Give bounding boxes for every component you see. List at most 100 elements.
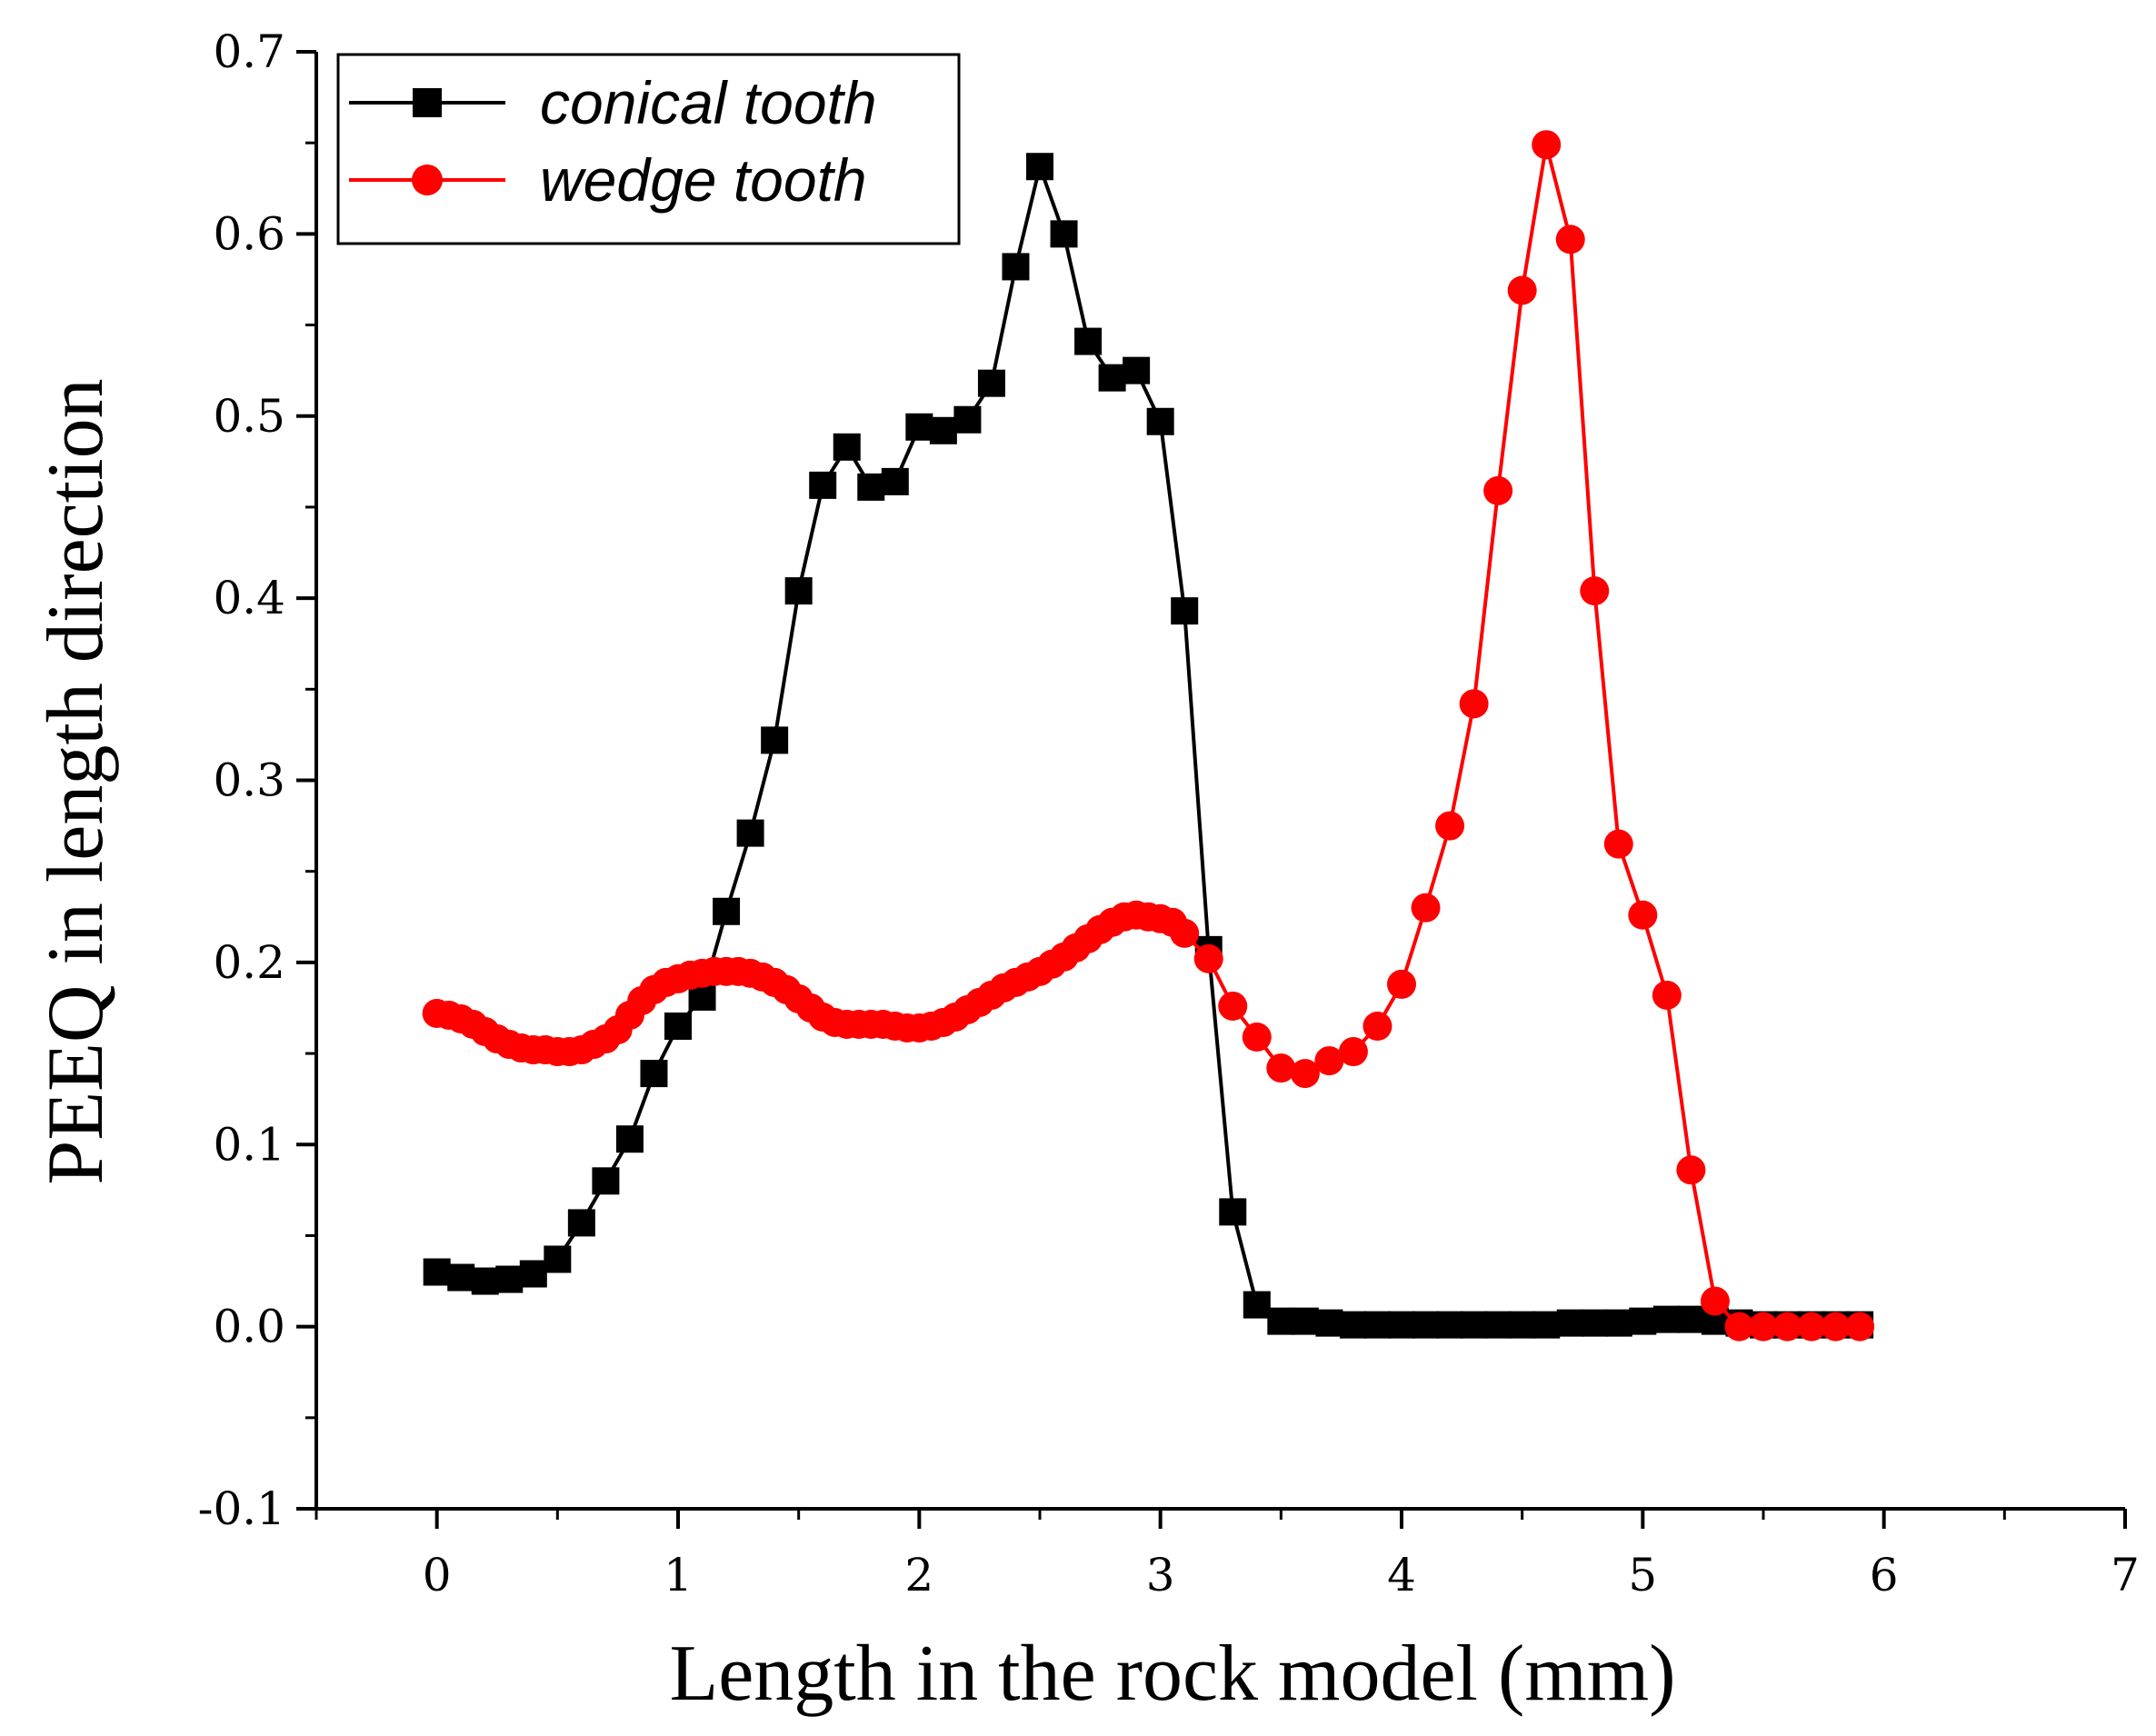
data-point (1411, 893, 1441, 923)
data-point (1580, 576, 1610, 606)
series-line (436, 143, 1861, 1329)
x-axis-label: Length in the rock model (mm) (669, 1630, 1675, 1718)
data-point (615, 1125, 644, 1153)
data-point (1724, 1312, 1754, 1342)
y-tick-label: 0.2 (213, 936, 285, 989)
data-point (1171, 597, 1199, 625)
data-point (1555, 224, 1585, 254)
data-point (1315, 1309, 1343, 1337)
data-point (1821, 1312, 1851, 1342)
data-point (1338, 1037, 1368, 1067)
plot-axes: -0.1 0.0 0.1 0.2 0.3 0.4 0.5 0.6 0.7 0 1 2 3 4 5 6 7 (198, 25, 2140, 1601)
data-point (1362, 1012, 1392, 1042)
series-conical-tooth (423, 153, 1874, 1339)
data-point (1074, 327, 1103, 355)
legend-label: wedge tooth (540, 146, 867, 214)
data-point (1388, 1311, 1415, 1339)
data-point (544, 1245, 572, 1273)
data-point (1123, 356, 1151, 384)
data-point (905, 413, 933, 441)
data-point (1170, 918, 1200, 948)
data-point (1797, 1312, 1827, 1342)
data-point (471, 1267, 499, 1295)
series-line (436, 165, 1861, 1327)
legend-box (336, 53, 961, 245)
x-tick-label: 0 (423, 1549, 452, 1601)
data-point (977, 369, 1005, 397)
data-point (1556, 1309, 1584, 1337)
x-tick-label: 2 (904, 1549, 933, 1601)
data-point (1219, 1198, 1247, 1226)
series-wedge-tooth (422, 130, 1875, 1342)
y-tick-label: 0.6 (213, 207, 285, 260)
data-point (447, 1263, 475, 1292)
data-point (1243, 1291, 1271, 1319)
data-point (1484, 1311, 1512, 1339)
data-point (809, 471, 837, 499)
y-tick-label: 0.0 (213, 1301, 285, 1353)
y-tick-label: 0.7 (213, 25, 285, 78)
data-point (664, 1013, 692, 1041)
data-point (1290, 1059, 1320, 1089)
legend-label: conical tooth (540, 69, 877, 136)
data-point (1483, 475, 1513, 505)
data-point (567, 1209, 595, 1237)
data-point (1459, 689, 1489, 719)
data-point (423, 1258, 451, 1286)
legend: conical tooth wedge tooth (336, 53, 961, 245)
data-point (1436, 1311, 1464, 1339)
data-point (1507, 275, 1537, 305)
data-point (1604, 1309, 1632, 1337)
y-tick-label: 0.4 (213, 572, 285, 624)
data-point (713, 897, 741, 925)
y-tick-label: 0.3 (213, 754, 285, 807)
data-point (1146, 407, 1174, 435)
data-point (1603, 829, 1633, 859)
data-point (1242, 1023, 1272, 1053)
data-point (784, 577, 813, 605)
data-point (1193, 943, 1223, 973)
x-tick-label: 7 (2111, 1549, 2140, 1601)
data-point (1266, 1053, 1296, 1083)
data-point (1002, 253, 1030, 281)
data-point (495, 1265, 524, 1293)
y-tick-label: 0.1 (213, 1118, 285, 1171)
legend-marker (413, 88, 442, 117)
data-point (640, 1060, 668, 1088)
data-point (1291, 1307, 1319, 1335)
data-point (1218, 991, 1248, 1021)
data-point (1581, 1309, 1609, 1337)
data-point (519, 1260, 547, 1288)
data-point (592, 1167, 620, 1195)
data-point (833, 433, 861, 461)
data-point (1050, 220, 1078, 248)
data-point (881, 467, 909, 495)
data-point (1652, 1305, 1681, 1333)
data-point (1267, 1307, 1295, 1335)
data-point (736, 819, 764, 847)
data-point (1412, 1311, 1440, 1339)
data-point (1652, 980, 1682, 1010)
series-layer (422, 130, 1875, 1342)
data-point (1339, 1311, 1367, 1339)
data-point (953, 405, 982, 434)
data-point (857, 473, 885, 501)
x-tick-label: 5 (1628, 1549, 1657, 1601)
data-point (1772, 1312, 1802, 1342)
data-point (1628, 900, 1658, 930)
x-tick-label: 1 (664, 1549, 693, 1601)
data-point (1508, 1311, 1536, 1339)
data-point (929, 416, 957, 444)
data-point (1629, 1307, 1657, 1335)
y-tick-label: 0.5 (213, 390, 285, 443)
data-point (1314, 1046, 1344, 1076)
x-tick-label: 4 (1387, 1549, 1416, 1601)
data-point (1387, 969, 1416, 999)
data-point (1026, 153, 1053, 181)
data-point (1676, 1155, 1706, 1185)
data-point (1532, 130, 1562, 160)
data-point (1700, 1286, 1730, 1316)
x-tick-label: 6 (1870, 1549, 1899, 1601)
data-point (1098, 364, 1126, 392)
